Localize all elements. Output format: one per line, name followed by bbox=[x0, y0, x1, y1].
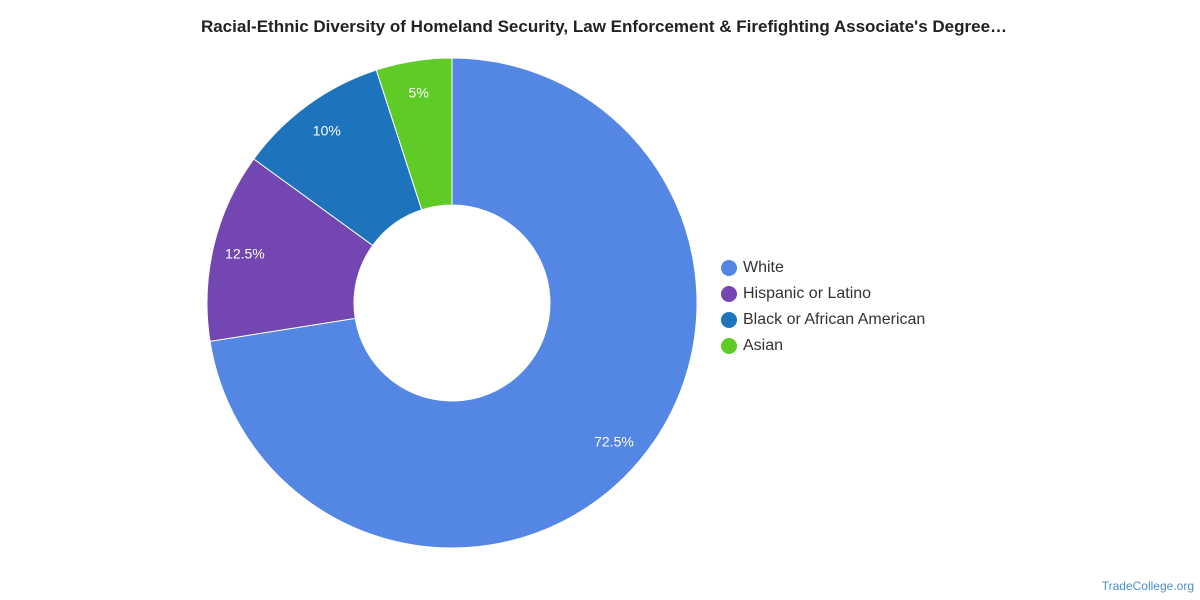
legend-label: Hispanic or Latino bbox=[743, 285, 872, 302]
legend-item-black-or-african-american[interactable]: Black or African American bbox=[721, 307, 925, 333]
legend-label: White bbox=[743, 259, 784, 276]
legend-swatch-icon bbox=[721, 338, 737, 354]
legend-label: Asian bbox=[743, 337, 784, 354]
chart-title: Racial-Ethnic Diversity of Homeland Secu… bbox=[200, 17, 1008, 36]
slice-white[interactable] bbox=[209, 57, 698, 549]
slice-label-hispanic-or-latino: 12.5% bbox=[225, 245, 265, 261]
legend-item-white[interactable]: White bbox=[721, 255, 925, 281]
legend-item-hispanic-or-latino[interactable]: Hispanic or Latino bbox=[721, 281, 925, 307]
legend-swatch-icon bbox=[721, 260, 737, 276]
slice-label-white: 72.5% bbox=[594, 433, 634, 449]
slices-group bbox=[206, 57, 698, 549]
legend-item-asian[interactable]: Asian bbox=[721, 333, 925, 359]
source-credit[interactable]: TradeCollege.org bbox=[1101, 579, 1194, 593]
slice-label-asian: 5% bbox=[409, 85, 429, 101]
legend-label: Black or African American bbox=[743, 311, 926, 328]
slice-labels-group: 72.5% 12.5% 10% 5% bbox=[225, 85, 634, 450]
slice-asian[interactable] bbox=[375, 57, 453, 211]
legend-swatch-icon bbox=[721, 286, 737, 302]
slice-hispanic-or-latino[interactable] bbox=[206, 158, 374, 342]
legend: White Hispanic or Latino Black or African … bbox=[721, 255, 925, 359]
slice-label-black-or-african-american: 10% bbox=[313, 123, 341, 139]
legend-swatch-icon bbox=[721, 312, 737, 328]
